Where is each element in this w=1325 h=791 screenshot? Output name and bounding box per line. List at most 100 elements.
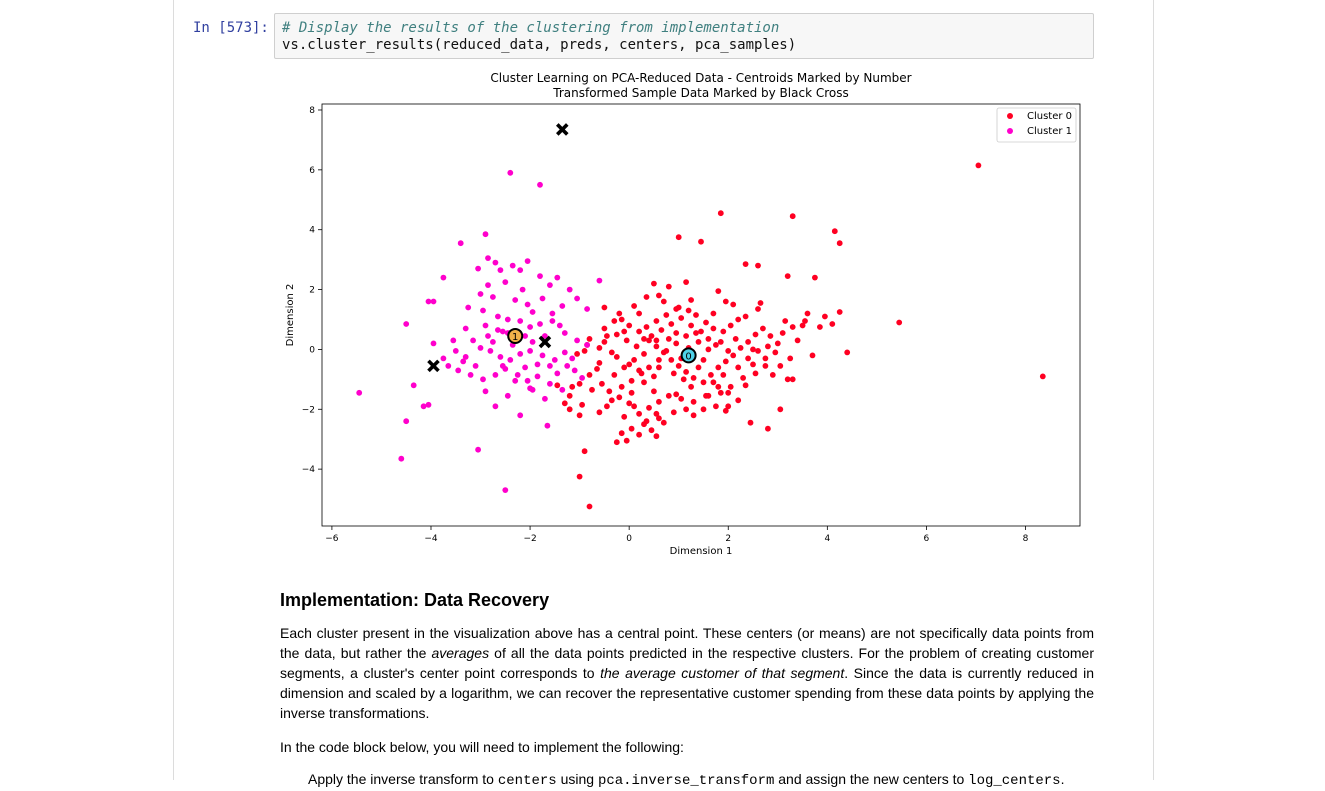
legend-label-cluster-1: Cluster 1	[1027, 126, 1072, 137]
cluster-1-point	[470, 337, 476, 344]
cluster-0-point	[693, 330, 699, 336]
cluster-scatter-chart: Cluster Learning on PCA-Reduced Data - C…	[285, 71, 1081, 557]
cluster-0-point	[604, 333, 610, 339]
cluster-0-point	[765, 343, 771, 350]
cluster-0-point	[581, 348, 588, 354]
centroid-0: 0	[680, 347, 697, 364]
cluster-1-point	[403, 418, 410, 425]
cluster-0-point	[633, 343, 640, 350]
cluster-1-point	[507, 169, 514, 176]
x-tick-label: 0	[626, 534, 632, 544]
cluster-0-point	[762, 363, 769, 369]
cluster-1-point	[462, 354, 469, 360]
cluster-0-point	[742, 382, 749, 389]
centroid-markers: 01	[507, 327, 697, 364]
cluster-0-point	[569, 383, 576, 390]
code-cell-editor[interactable]: # Display the results of the clustering …	[274, 13, 1094, 59]
cluster-0-point	[722, 407, 729, 414]
cluster-0-point	[636, 410, 642, 417]
cluster-1-point	[519, 286, 526, 293]
cluster-0-point	[646, 337, 652, 344]
cluster-0-point	[717, 339, 724, 345]
cluster-1-point	[566, 286, 573, 293]
cluster-1-point	[534, 373, 541, 380]
cluster-1-point	[569, 355, 576, 362]
y-tick-label: 4	[309, 226, 315, 236]
cluster-0-point	[836, 309, 843, 315]
cluster-0-point	[695, 339, 702, 345]
cluster-0-point	[767, 333, 774, 339]
chart-subtitle: Transformed Sample Data Marked by Black …	[552, 86, 848, 100]
cluster-1-point	[547, 363, 553, 369]
cluster-0-point	[656, 292, 662, 299]
cluster-0-point	[668, 357, 675, 363]
cluster-1-point	[495, 313, 501, 320]
cluster-0-point	[673, 391, 680, 398]
cluster-0-point	[631, 303, 637, 309]
cluster-0-point	[656, 415, 662, 422]
cluster-0-point	[755, 262, 761, 269]
cluster-0-point	[646, 364, 652, 371]
cluster-1-point	[554, 370, 561, 377]
cluster-1-point	[504, 316, 511, 323]
cluster-0-point	[975, 162, 982, 169]
cluster-0-point	[710, 310, 717, 317]
cluster-0-point	[725, 403, 732, 410]
cluster-0-point	[646, 404, 652, 411]
cluster-0-point	[703, 319, 709, 326]
cluster-0-point	[623, 337, 630, 344]
cluster-0-point	[665, 392, 672, 399]
cluster-1-point	[517, 412, 524, 419]
cluster-0-point	[812, 274, 818, 281]
cluster-0-point	[762, 355, 769, 362]
cluster-0-point	[831, 228, 838, 235]
cluster-0-point	[774, 340, 781, 347]
cluster-1-point	[534, 361, 541, 368]
cluster-0-point	[643, 294, 650, 300]
cluster-0-point	[611, 372, 618, 378]
cluster-0-point	[581, 448, 588, 455]
x-tick-label: 4	[824, 534, 830, 544]
cluster-1-point	[492, 372, 499, 378]
cluster-1-point	[559, 386, 566, 393]
cluster-0-point	[730, 301, 737, 308]
cluster-1-point	[561, 349, 568, 356]
cluster-0-point	[653, 343, 660, 350]
cluster-1-point	[440, 274, 447, 281]
cluster-1-point	[480, 376, 486, 383]
cluster-0-point	[660, 419, 667, 426]
cluster-0-point	[685, 307, 692, 314]
cluster-0-point	[683, 369, 689, 375]
cluster-0-point	[641, 351, 647, 357]
cluster-1-point	[457, 240, 464, 247]
cluster-1-point	[480, 307, 486, 314]
cluster-0-point	[613, 439, 620, 446]
cluster-0-point	[740, 375, 746, 381]
cluster-1-point	[529, 339, 536, 345]
cluster-0-point	[720, 372, 727, 378]
cluster-0-point	[693, 312, 699, 318]
cluster-1-point	[517, 267, 524, 273]
cluster-1-point	[477, 291, 484, 297]
cluster-1-point	[524, 377, 531, 384]
cluster-0-point	[750, 361, 756, 368]
cluster-0-point	[621, 328, 628, 335]
p2-text: In the code block below, you will need t…	[280, 739, 684, 755]
cluster-0-point	[725, 348, 732, 354]
cluster-0-point	[626, 400, 633, 407]
scatter-points	[356, 162, 1046, 510]
cluster-1-point	[410, 382, 417, 389]
cluster-1-point	[564, 363, 571, 369]
cluster-0-point	[641, 379, 647, 386]
cluster-1-point	[445, 363, 452, 369]
cluster-0-point	[715, 383, 722, 390]
cluster-0-point	[574, 351, 580, 357]
cluster-0-point	[822, 313, 828, 320]
li-text-c: and assign the new centers to	[774, 771, 969, 787]
cluster-1-point	[507, 357, 514, 363]
cluster-1-point	[485, 282, 491, 288]
cluster-0-point	[745, 355, 751, 362]
centroid-0-label: 0	[685, 351, 691, 362]
cluster-0-point	[700, 406, 707, 413]
cluster-1-point	[472, 363, 479, 369]
